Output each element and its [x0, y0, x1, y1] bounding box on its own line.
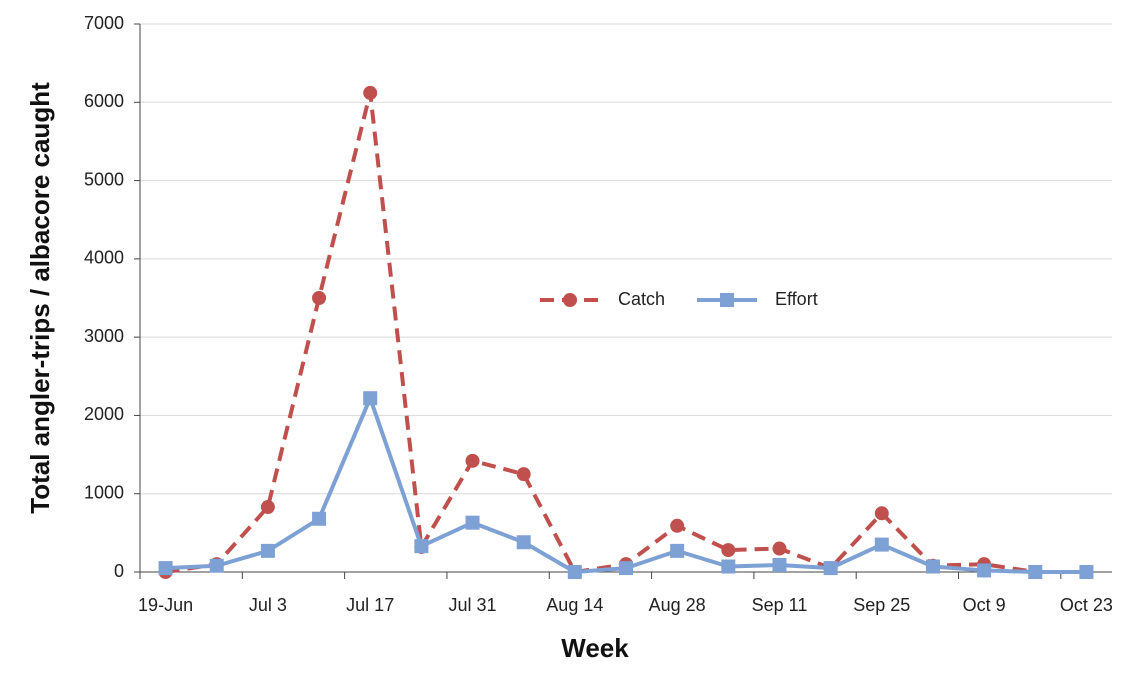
- data-point: [414, 539, 429, 554]
- y-tick-label: 4000: [84, 248, 124, 268]
- data-point: [1079, 565, 1094, 579]
- x-tick-label: Aug 28: [649, 595, 706, 615]
- y-tick-label: 1000: [84, 482, 124, 502]
- data-point: [158, 561, 173, 576]
- x-axis-label: Week: [561, 633, 629, 663]
- x-tick-label: Sep 25: [853, 595, 910, 615]
- data-point: [516, 535, 531, 550]
- x-tick-label: Jul 31: [449, 595, 497, 615]
- legend-marker: [720, 293, 734, 307]
- data-point: [465, 515, 480, 530]
- series-line: [165, 396, 1087, 574]
- y-tick-label: 2000: [84, 404, 124, 424]
- y-tick-label: 3000: [84, 326, 124, 346]
- data-point: [619, 561, 633, 576]
- y-tick-label: 0: [114, 561, 124, 581]
- data-point: [260, 543, 275, 558]
- data-point: [465, 453, 480, 468]
- data-point: [363, 391, 378, 406]
- data-point: [1028, 565, 1043, 579]
- data-point: [721, 559, 736, 574]
- data-point: [721, 543, 736, 558]
- data-point: [874, 506, 889, 521]
- data-point: [312, 511, 327, 526]
- data-point: [977, 563, 992, 578]
- data-point: [209, 558, 224, 573]
- y-tick-label: 6000: [84, 91, 124, 111]
- y-axis-label: Total angler-trips / albacore caught: [25, 82, 55, 514]
- data-point: [925, 559, 940, 574]
- data-point: [874, 537, 889, 552]
- x-tick-label: Sep 11: [752, 595, 808, 615]
- legend-label: Effort: [775, 289, 818, 309]
- data-point: [567, 565, 582, 579]
- y-tick-label: 7000: [84, 13, 124, 33]
- data-point: [823, 561, 838, 576]
- x-tick-label: 19-Jun: [138, 595, 193, 615]
- data-point: [312, 291, 327, 305]
- x-tick-label: Oct 23: [1060, 595, 1113, 615]
- x-tick-label: Jul 3: [249, 595, 287, 615]
- x-tick-label: Oct 9: [963, 595, 1006, 615]
- data-point: [772, 557, 787, 572]
- x-tick-label: Jul 17: [346, 595, 394, 615]
- data-point: [670, 543, 685, 558]
- data-point: [260, 500, 275, 515]
- data-point: [772, 541, 787, 556]
- series-line: [165, 90, 1087, 574]
- legend-marker: [563, 293, 577, 307]
- data-point: [363, 85, 378, 100]
- y-tick-label: 5000: [84, 169, 124, 189]
- legend-label: Catch: [618, 289, 665, 309]
- data-point: [670, 518, 685, 533]
- x-tick-label: Aug 14: [546, 595, 603, 615]
- data-point: [516, 467, 531, 482]
